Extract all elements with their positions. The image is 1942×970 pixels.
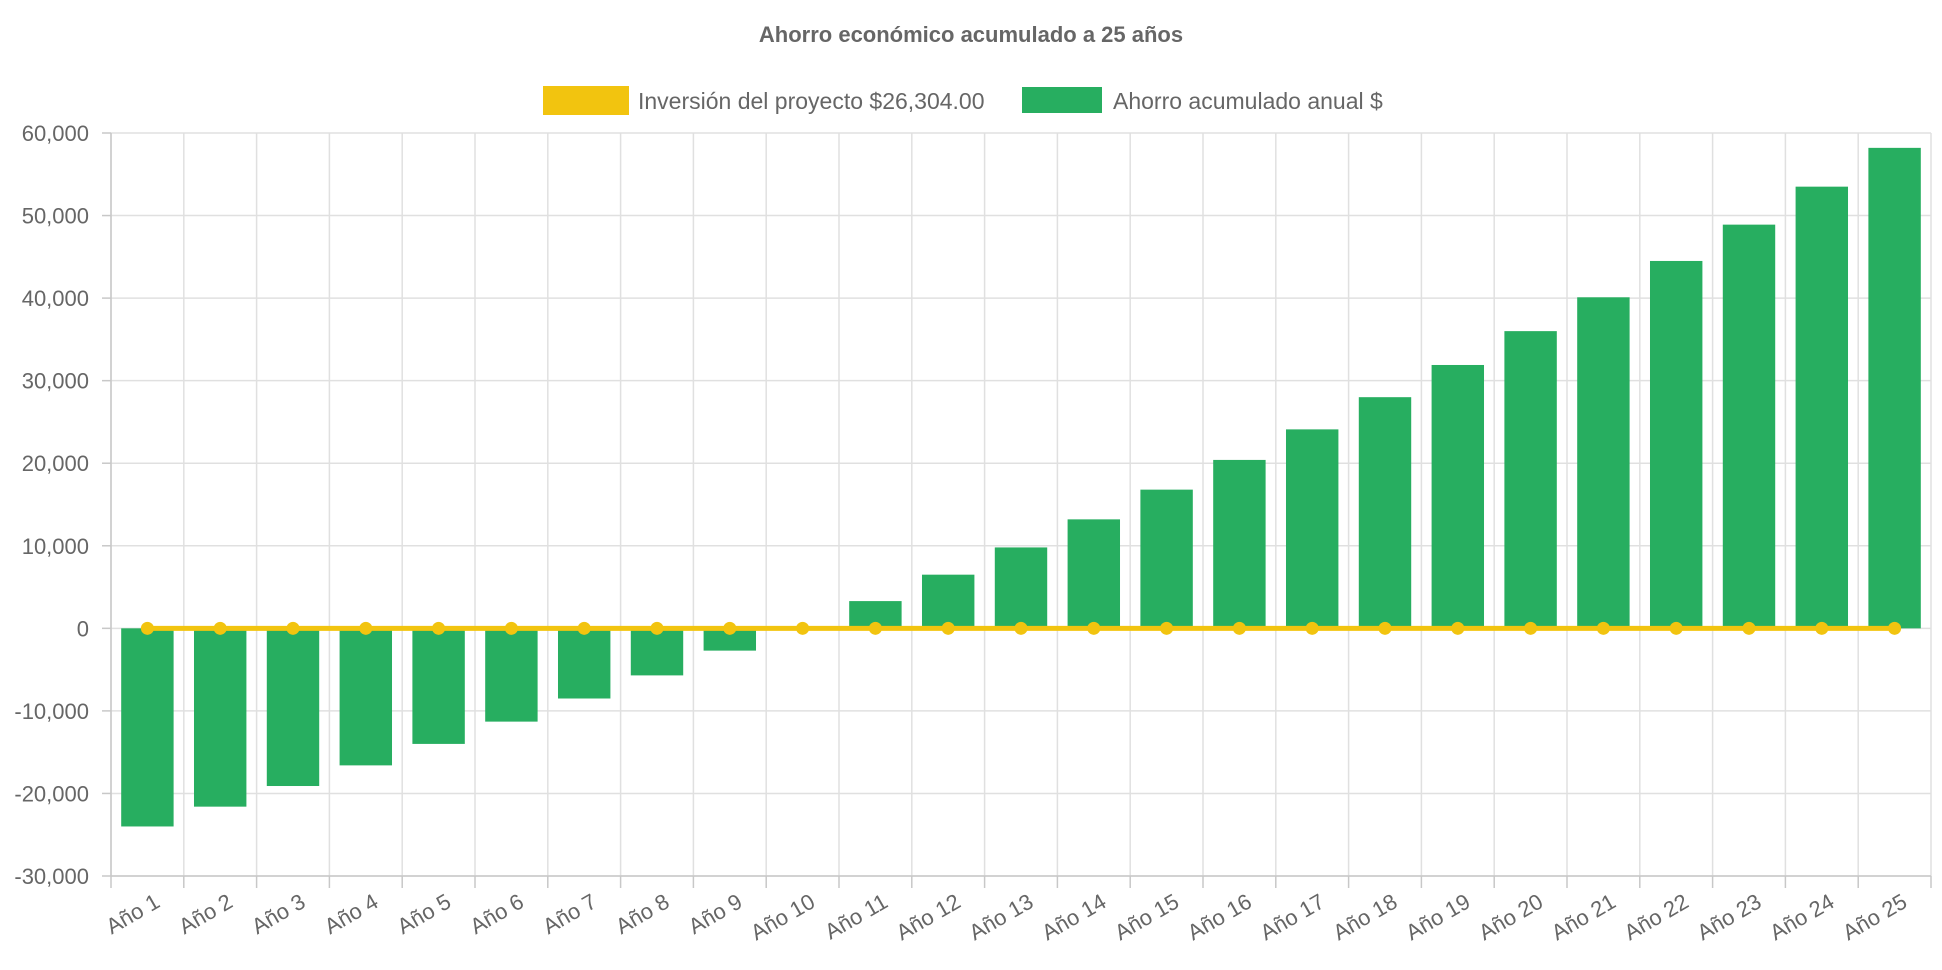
bar-series: [121, 147, 1921, 827]
bar[interactable]: [1649, 260, 1703, 629]
line-series: [140, 621, 1902, 635]
bar[interactable]: [703, 628, 757, 651]
investment-point[interactable]: [1378, 621, 1392, 635]
chart-title: Ahorro económico acumulado a 25 años: [759, 22, 1183, 47]
x-tick-label: Año 17: [1256, 889, 1329, 946]
x-tick-label: Año 10: [746, 889, 819, 946]
investment-point[interactable]: [868, 621, 882, 635]
y-tick-label: 0: [77, 616, 89, 641]
investment-point[interactable]: [504, 621, 518, 635]
x-tick-label: Año 22: [1620, 889, 1693, 946]
x-tick-label: Año 15: [1110, 889, 1183, 946]
bar[interactable]: [1868, 147, 1921, 629]
investment-point[interactable]: [1888, 621, 1902, 635]
x-axis: Año 1 Año 2 Año 3 Año 4 Año 5 Año 6 Año 7 Año 8…: [102, 875, 1932, 946]
bar[interactable]: [1285, 429, 1339, 629]
bar[interactable]: [1722, 224, 1776, 629]
bar[interactable]: [1358, 397, 1412, 629]
y-tick-label: 10,000: [22, 534, 89, 559]
bar[interactable]: [557, 628, 611, 699]
legend-label-investment[interactable]: Inversión del proyecto $26,304.00: [638, 88, 985, 114]
x-tick-label: Año 21: [1547, 889, 1620, 946]
x-tick-label: Año 6: [466, 889, 528, 939]
x-tick-label: Año 3: [247, 889, 309, 939]
investment-point[interactable]: [1232, 621, 1246, 635]
bar[interactable]: [921, 574, 975, 629]
x-tick-label: Año 9: [684, 889, 746, 939]
investment-point[interactable]: [359, 621, 373, 635]
bar[interactable]: [339, 628, 393, 766]
bar[interactable]: [121, 628, 174, 827]
investment-point[interactable]: [1742, 621, 1756, 635]
y-tick-label: 40,000: [22, 286, 89, 311]
investment-point[interactable]: [941, 621, 955, 635]
investment-point[interactable]: [140, 621, 154, 635]
x-tick-label: Año 12: [892, 889, 965, 946]
bar[interactable]: [994, 547, 1048, 629]
investment-point[interactable]: [432, 621, 446, 635]
y-axis: 60,000 50,000 40,000 30,000 20,000 10,000 0 -10…: [14, 121, 112, 889]
x-tick-label: Año 4: [320, 889, 382, 939]
bar[interactable]: [1140, 489, 1193, 629]
investment-point[interactable]: [1596, 621, 1610, 635]
x-tick-label: Año 23: [1693, 889, 1766, 946]
legend-swatch-savings[interactable]: [1022, 87, 1102, 113]
bar[interactable]: [412, 628, 465, 744]
investment-point[interactable]: [1669, 621, 1683, 635]
investment-point[interactable]: [286, 621, 300, 635]
bar[interactable]: [1431, 364, 1485, 629]
investment-point[interactable]: [1160, 621, 1174, 635]
y-tick-label: -10,000: [14, 699, 89, 724]
y-tick-label: -20,000: [14, 781, 89, 806]
y-tick-label: 50,000: [22, 204, 89, 229]
x-tick-label: Año 19: [1401, 889, 1474, 946]
investment-point[interactable]: [577, 621, 591, 635]
investment-point[interactable]: [723, 621, 737, 635]
investment-point[interactable]: [1524, 621, 1538, 635]
investment-point[interactable]: [1305, 621, 1319, 635]
x-tick-label: Año 5: [393, 889, 455, 939]
x-tick-label: Año 13: [965, 889, 1038, 946]
y-tick-label: 60,000: [22, 121, 89, 146]
grid: [110, 132, 1932, 877]
bar[interactable]: [485, 628, 538, 722]
legend: Inversión del proyecto $26,304.00 Ahorro…: [543, 86, 1383, 115]
investment-point[interactable]: [1014, 621, 1028, 635]
bar[interactable]: [193, 628, 247, 807]
investment-point[interactable]: [1087, 621, 1101, 635]
y-tick-label: -30,000: [14, 864, 89, 889]
investment-point[interactable]: [1815, 621, 1829, 635]
x-tick-label: Año 25: [1838, 889, 1911, 946]
bar[interactable]: [1067, 519, 1121, 629]
x-tick-label: Año 1: [102, 889, 164, 939]
legend-label-savings[interactable]: Ahorro acumulado anual $: [1113, 88, 1383, 114]
bar[interactable]: [1504, 331, 1557, 629]
bar[interactable]: [1213, 459, 1266, 629]
y-tick-label: 20,000: [22, 451, 89, 476]
x-tick-label: Año 16: [1183, 889, 1256, 946]
x-tick-label: Año 24: [1765, 889, 1838, 946]
x-tick-label: Año 20: [1474, 889, 1547, 946]
investment-point[interactable]: [213, 621, 227, 635]
x-tick-label: Año 2: [174, 889, 236, 939]
y-tick-label: 30,000: [22, 369, 89, 394]
x-tick-label: Año 7: [538, 889, 600, 939]
x-tick-label: Año 11: [820, 889, 891, 945]
bar[interactable]: [266, 628, 320, 787]
investment-point[interactable]: [796, 621, 810, 635]
x-tick-label: Año 14: [1037, 889, 1110, 946]
bar[interactable]: [1795, 186, 1849, 629]
bar[interactable]: [1577, 297, 1630, 629]
bar[interactable]: [630, 628, 684, 676]
x-tick-label: Año 8: [611, 889, 673, 939]
x-tick-label: Año 18: [1329, 889, 1402, 946]
legend-swatch-investment[interactable]: [543, 86, 629, 115]
investment-point[interactable]: [650, 621, 664, 635]
investment-point[interactable]: [1451, 621, 1465, 635]
